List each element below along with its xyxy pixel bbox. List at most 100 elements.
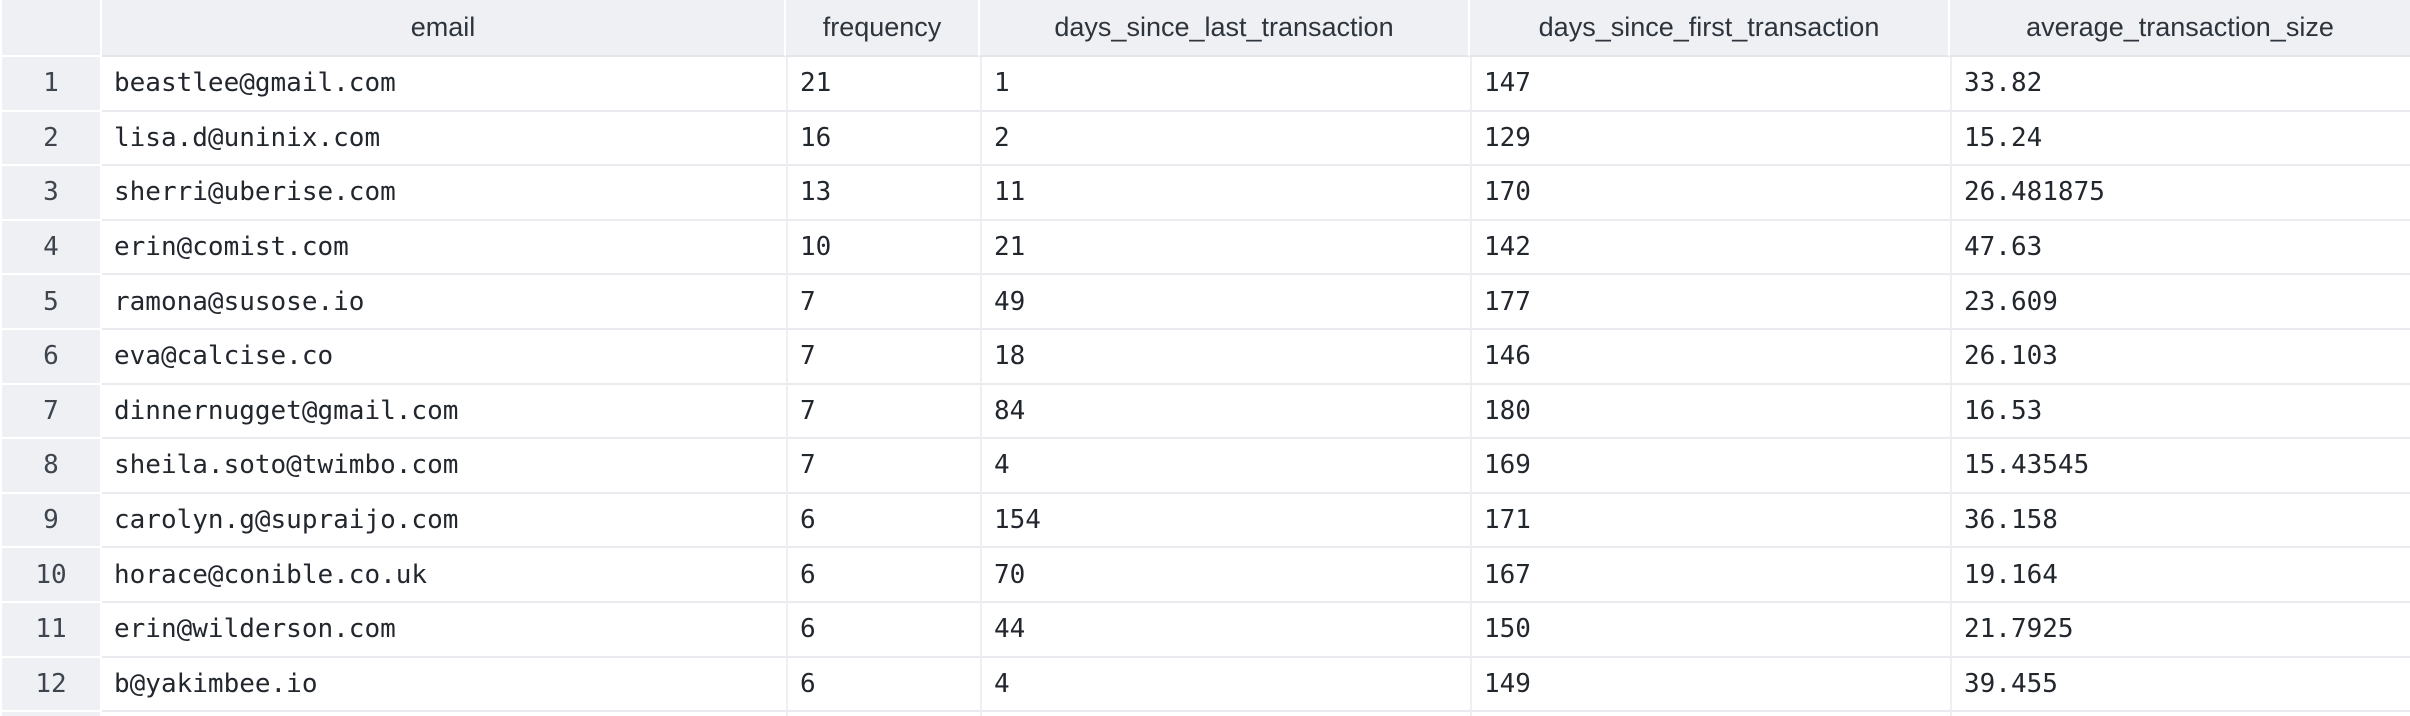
table-row: 7 dinnernugget@gmail.com 7 84 180 16.53 bbox=[0, 384, 2410, 440]
cell-frequency: 7 bbox=[786, 384, 980, 440]
row-number: 5 bbox=[0, 275, 102, 330]
table-header-row: email frequency days_since_last_transact… bbox=[0, 0, 2410, 57]
cell-frequency: 7 bbox=[786, 329, 980, 385]
table-body: 1 beastlee@gmail.com 21 1 147 33.82 2 li… bbox=[0, 57, 2410, 716]
cell-average-transaction-size: 16.53 bbox=[1950, 384, 2410, 440]
cell-days-since-last-transaction: 49 bbox=[980, 275, 1470, 330]
cell-days-since-first-transaction: 149 bbox=[1470, 657, 1950, 713]
table-row: 1 beastlee@gmail.com 21 1 147 33.82 bbox=[0, 57, 2410, 112]
cell-days-since-last-transaction: 1 bbox=[980, 57, 1470, 112]
cell-email: sherri@uberise.com bbox=[102, 166, 786, 221]
row-number: 9 bbox=[0, 493, 102, 549]
cell-days-since-last-transaction: 11 bbox=[980, 166, 1470, 221]
cell-average-transaction-size: 39.455 bbox=[1950, 657, 2410, 713]
cell-average-transaction-size bbox=[1950, 712, 2410, 716]
cell-average-transaction-size: 15.43545 bbox=[1950, 439, 2410, 494]
column-header-days-since-last-transaction[interactable]: days_since_last_transaction bbox=[980, 0, 1470, 57]
cell-average-transaction-size: 47.63 bbox=[1950, 220, 2410, 276]
column-header-frequency[interactable]: frequency bbox=[786, 0, 980, 57]
row-number: 4 bbox=[0, 220, 102, 276]
table-row-partial bbox=[0, 712, 2410, 716]
cell-days-since-last-transaction: 70 bbox=[980, 548, 1470, 603]
table-row: 10 horace@conible.co.uk 6 70 167 19.164 bbox=[0, 548, 2410, 603]
cell-days-since-first-transaction: 146 bbox=[1470, 329, 1950, 385]
cell-average-transaction-size: 19.164 bbox=[1950, 548, 2410, 603]
cell-email: sheila.soto@twimbo.com bbox=[102, 439, 786, 494]
row-number: 1 bbox=[0, 57, 102, 112]
table-row: 12 b@yakimbee.io 6 4 149 39.455 bbox=[0, 657, 2410, 713]
cell-average-transaction-size: 36.158 bbox=[1950, 493, 2410, 549]
cell-frequency: 13 bbox=[786, 166, 980, 221]
column-header-days-since-first-transaction[interactable]: days_since_first_transaction bbox=[1470, 0, 1950, 57]
cell-days-since-last-transaction: 18 bbox=[980, 329, 1470, 385]
row-number: 8 bbox=[0, 439, 102, 494]
cell-days-since-first-transaction: 129 bbox=[1470, 111, 1950, 167]
cell-frequency: 6 bbox=[786, 548, 980, 603]
table-row: 11 erin@wilderson.com 6 44 150 21.7925 bbox=[0, 602, 2410, 658]
cell-days-since-last-transaction: 154 bbox=[980, 493, 1470, 549]
table-row: 5 ramona@susose.io 7 49 177 23.609 bbox=[0, 275, 2410, 330]
cell-frequency bbox=[786, 712, 980, 716]
cell-email: carolyn.g@supraijo.com bbox=[102, 493, 786, 549]
cell-email: lisa.d@uninix.com bbox=[102, 111, 786, 167]
cell-days-since-first-transaction: 169 bbox=[1470, 439, 1950, 494]
row-number: 6 bbox=[0, 329, 102, 385]
row-number: 7 bbox=[0, 384, 102, 440]
cell-average-transaction-size: 21.7925 bbox=[1950, 602, 2410, 658]
cell-average-transaction-size: 26.103 bbox=[1950, 329, 2410, 385]
cell-days-since-last-transaction: 21 bbox=[980, 220, 1470, 276]
table-row: 9 carolyn.g@supraijo.com 6 154 171 36.15… bbox=[0, 493, 2410, 549]
cell-email: erin@wilderson.com bbox=[102, 602, 786, 658]
table-row: 4 erin@comist.com 10 21 142 47.63 bbox=[0, 220, 2410, 276]
cell-email: dinnernugget@gmail.com bbox=[102, 384, 786, 440]
cell-days-since-first-transaction: 147 bbox=[1470, 57, 1950, 112]
cell-days-since-first-transaction: 177 bbox=[1470, 275, 1950, 330]
cell-days-since-first-transaction bbox=[1470, 712, 1950, 716]
cell-average-transaction-size: 33.82 bbox=[1950, 57, 2410, 112]
cell-days-since-last-transaction: 2 bbox=[980, 111, 1470, 167]
cell-days-since-first-transaction: 150 bbox=[1470, 602, 1950, 658]
cell-email: b@yakimbee.io bbox=[102, 657, 786, 713]
cell-average-transaction-size: 26.481875 bbox=[1950, 166, 2410, 221]
cell-frequency: 21 bbox=[786, 57, 980, 112]
cell-frequency: 16 bbox=[786, 111, 980, 167]
cell-days-since-first-transaction: 171 bbox=[1470, 493, 1950, 549]
cell-frequency: 6 bbox=[786, 657, 980, 713]
row-number: 10 bbox=[0, 548, 102, 603]
cell-email: beastlee@gmail.com bbox=[102, 57, 786, 112]
table-row: 3 sherri@uberise.com 13 11 170 26.481875 bbox=[0, 166, 2410, 221]
cell-days-since-first-transaction: 170 bbox=[1470, 166, 1950, 221]
cell-days-since-last-transaction: 44 bbox=[980, 602, 1470, 658]
table-row: 2 lisa.d@uninix.com 16 2 129 15.24 bbox=[0, 111, 2410, 167]
corner-cell bbox=[0, 0, 102, 57]
cell-frequency: 7 bbox=[786, 275, 980, 330]
cell-email bbox=[102, 712, 786, 716]
cell-email: eva@calcise.co bbox=[102, 329, 786, 385]
cell-days-since-last-transaction: 4 bbox=[980, 657, 1470, 713]
cell-days-since-last-transaction: 84 bbox=[980, 384, 1470, 440]
cell-email: erin@comist.com bbox=[102, 220, 786, 276]
cell-email: horace@conible.co.uk bbox=[102, 548, 786, 603]
cell-frequency: 7 bbox=[786, 439, 980, 494]
row-number: 12 bbox=[0, 657, 102, 713]
cell-days-since-first-transaction: 142 bbox=[1470, 220, 1950, 276]
cell-frequency: 6 bbox=[786, 493, 980, 549]
cell-days-since-last-transaction bbox=[980, 712, 1470, 716]
row-number bbox=[0, 712, 102, 716]
cell-email: ramona@susose.io bbox=[102, 275, 786, 330]
cell-average-transaction-size: 23.609 bbox=[1950, 275, 2410, 330]
row-number: 2 bbox=[0, 111, 102, 167]
cell-frequency: 6 bbox=[786, 602, 980, 658]
row-number: 11 bbox=[0, 602, 102, 658]
cell-days-since-first-transaction: 180 bbox=[1470, 384, 1950, 440]
row-number: 3 bbox=[0, 166, 102, 221]
cell-frequency: 10 bbox=[786, 220, 980, 276]
table-row: 6 eva@calcise.co 7 18 146 26.103 bbox=[0, 329, 2410, 385]
cell-days-since-first-transaction: 167 bbox=[1470, 548, 1950, 603]
cell-average-transaction-size: 15.24 bbox=[1950, 111, 2410, 167]
cell-days-since-last-transaction: 4 bbox=[980, 439, 1470, 494]
column-header-email[interactable]: email bbox=[102, 0, 786, 57]
column-header-average-transaction-size[interactable]: average_transaction_size bbox=[1950, 0, 2410, 57]
